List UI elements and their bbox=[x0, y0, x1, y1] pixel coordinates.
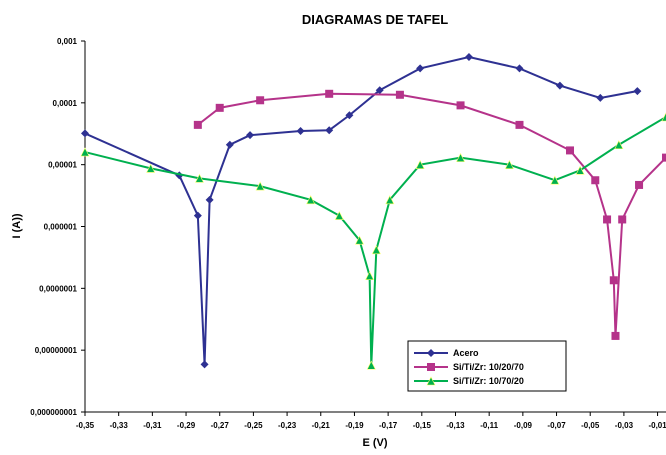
data-point bbox=[618, 215, 627, 224]
series-line bbox=[84, 56, 638, 365]
data-point bbox=[80, 147, 90, 157]
data-point bbox=[255, 181, 265, 191]
series-line bbox=[197, 92, 666, 336]
data-point bbox=[355, 235, 364, 245]
data-point bbox=[591, 176, 600, 185]
data-point bbox=[375, 86, 384, 95]
y-tick-label: 0,000001 bbox=[44, 223, 78, 232]
data-point bbox=[603, 215, 612, 224]
x-tick-label: -0,03 bbox=[615, 421, 634, 430]
data-point bbox=[456, 152, 466, 162]
data-point bbox=[371, 245, 381, 255]
x-tick-label: -0,11 bbox=[480, 421, 498, 430]
data-point bbox=[596, 93, 605, 102]
data-point bbox=[225, 140, 234, 149]
series-line bbox=[84, 116, 666, 366]
data-point bbox=[416, 64, 425, 73]
x-tick-label: -0,33 bbox=[110, 421, 129, 430]
data-point bbox=[661, 112, 666, 122]
y-tick-label: 0,00001 bbox=[48, 161, 77, 170]
x-tick-label: -0,27 bbox=[211, 421, 230, 430]
data-point bbox=[146, 163, 156, 173]
data-point bbox=[575, 165, 585, 175]
data-point bbox=[365, 271, 375, 281]
data-point bbox=[611, 331, 620, 340]
data-point bbox=[366, 360, 376, 370]
y-tick-label: 0,0001 bbox=[53, 99, 78, 108]
data-point bbox=[395, 90, 404, 99]
data-point bbox=[662, 153, 666, 162]
x-tick-label: -0,29 bbox=[177, 421, 196, 430]
x-tick-label: -0,01 bbox=[648, 421, 666, 430]
legend-marker bbox=[426, 376, 436, 386]
data-point bbox=[81, 129, 89, 138]
data-point bbox=[215, 103, 224, 112]
data-point bbox=[325, 126, 334, 135]
x-tick-label: -0,07 bbox=[547, 421, 566, 430]
data-point bbox=[504, 159, 514, 169]
legend-marker bbox=[427, 349, 435, 357]
data-point bbox=[550, 175, 560, 185]
data-point bbox=[325, 89, 334, 98]
data-point bbox=[614, 140, 624, 150]
x-tick-label: -0,15 bbox=[413, 421, 432, 430]
x-tick-label: -0,09 bbox=[514, 421, 533, 430]
x-axis-label: E (V) bbox=[362, 437, 387, 449]
legend-label: Si/Ti/Zr: 10/70/20 bbox=[453, 376, 524, 386]
y-tick-label: 0,0000001 bbox=[39, 284, 77, 293]
data-point bbox=[515, 120, 524, 129]
data-point bbox=[193, 120, 202, 129]
data-point bbox=[193, 211, 202, 220]
data-point bbox=[306, 195, 316, 205]
y-tick-label: 0,001 bbox=[57, 37, 78, 46]
data-point bbox=[566, 146, 575, 155]
data-point bbox=[296, 127, 305, 136]
x-tick-label: -0,25 bbox=[244, 421, 263, 430]
x-tick-label: -0,13 bbox=[446, 421, 465, 430]
legend-label: Si/Ti/Zr: 10/20/70 bbox=[453, 362, 524, 372]
data-point bbox=[246, 131, 255, 140]
data-point bbox=[633, 87, 642, 96]
data-point bbox=[415, 159, 425, 169]
data-point bbox=[385, 195, 395, 205]
data-point bbox=[456, 101, 465, 110]
data-point bbox=[334, 210, 344, 220]
data-point bbox=[464, 53, 473, 62]
data-point bbox=[205, 195, 214, 204]
chart-title: DIAGRAMAS DE TAFEL bbox=[302, 12, 448, 27]
x-tick-label: -0,21 bbox=[312, 421, 331, 430]
x-tick-label: -0,23 bbox=[278, 421, 297, 430]
y-tick-label: 0,00000001 bbox=[35, 346, 78, 355]
x-tick-label: -0,19 bbox=[345, 421, 364, 430]
legend-marker bbox=[427, 363, 435, 371]
data-point bbox=[200, 360, 209, 369]
x-tick-label: -0,05 bbox=[581, 421, 600, 430]
data-point bbox=[635, 180, 644, 189]
data-point bbox=[256, 96, 265, 105]
data-point bbox=[555, 81, 564, 90]
data-point bbox=[609, 276, 618, 285]
x-tick-label: -0,31 bbox=[143, 421, 162, 430]
data-point bbox=[195, 173, 205, 183]
x-tick-label: -0,35 bbox=[76, 421, 95, 430]
data-point bbox=[345, 111, 354, 120]
y-tick-label: 0,000000001 bbox=[30, 408, 77, 417]
legend-label: Acero bbox=[453, 348, 479, 358]
x-tick-label: -0,17 bbox=[379, 421, 398, 430]
y-axis-label: I (A)) bbox=[11, 213, 23, 238]
data-point bbox=[515, 64, 524, 73]
